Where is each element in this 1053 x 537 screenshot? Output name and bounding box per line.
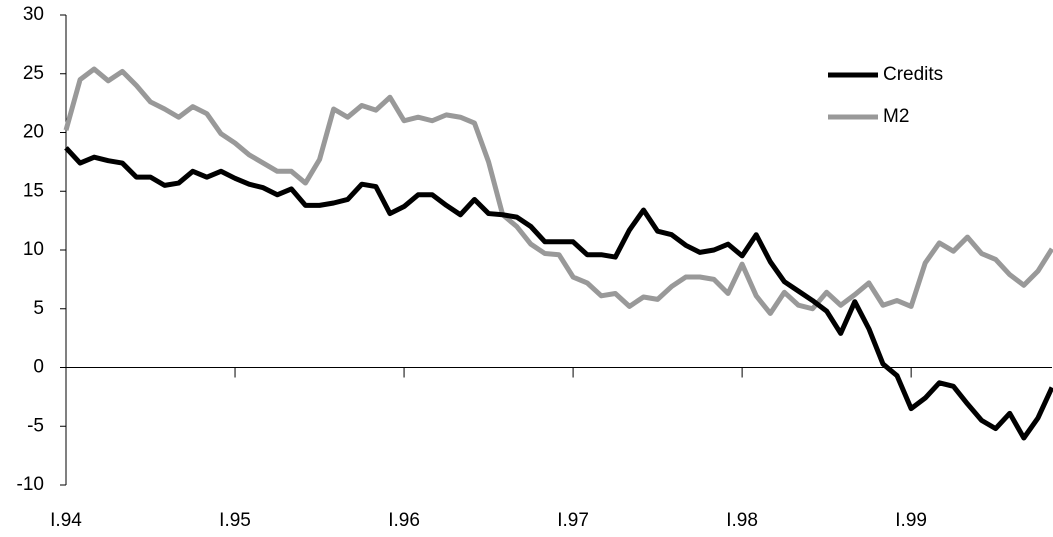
x-tick-label: I.97 [557, 510, 589, 531]
y-tick-label: 20 [23, 122, 44, 143]
series-line [64, 146, 1053, 441]
series-line [63, 66, 1053, 316]
y-tick-label: -10 [17, 474, 44, 495]
legend-label: Credits [883, 64, 943, 85]
y-tick-label: 10 [23, 239, 44, 260]
y-tick-label: 25 [23, 63, 44, 84]
x-tick-label: I.98 [726, 510, 758, 531]
y-tick-label: 0 [33, 357, 44, 378]
x-tick-label: I.94 [50, 510, 82, 531]
y-tick-label: 15 [23, 180, 44, 201]
x-tick-label: I.95 [219, 510, 251, 531]
x-tick-label: I.99 [895, 510, 927, 531]
y-tick-label: 5 [33, 298, 44, 319]
legend-label: M2 [883, 106, 909, 127]
y-tick-label: 30 [23, 4, 44, 25]
x-tick-label: I.96 [388, 510, 420, 531]
y-tick-label: -5 [27, 415, 44, 436]
